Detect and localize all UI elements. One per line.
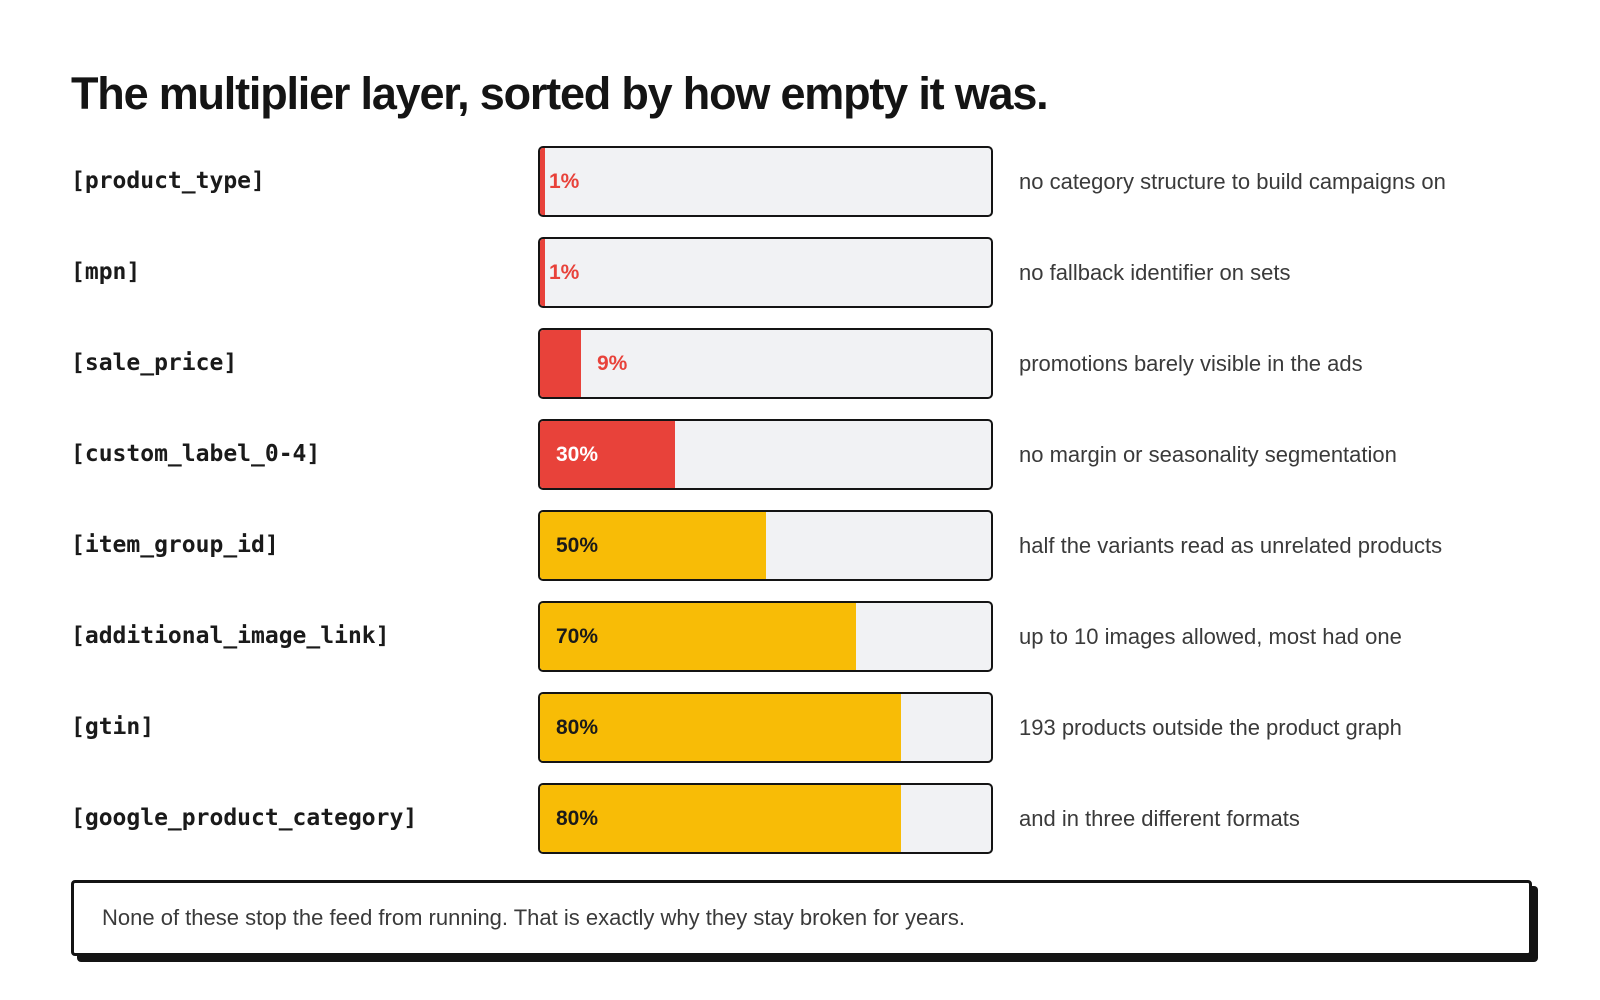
bar-annotation: and in three different formats — [1019, 806, 1300, 831]
bar-value-label: 30% — [556, 443, 599, 466]
bar-fill — [540, 694, 901, 761]
bar-value-label: 1% — [549, 261, 580, 284]
bar-track: 1% — [538, 146, 993, 217]
field-name-label: [custom_label_0-4] — [71, 441, 321, 467]
bar-value-label: 70% — [556, 625, 599, 648]
bar-fill — [540, 421, 675, 488]
bar-row: [product_type] 1% no category structure to… — [71, 146, 1551, 217]
bar-fill — [540, 239, 545, 306]
bar-row: [google_product_category] 80% and in three… — [71, 783, 1551, 854]
field-name-label: [additional_image_link] — [71, 623, 390, 649]
bar-track: 80% — [538, 692, 993, 763]
field-name-label: [product_type] — [71, 168, 265, 194]
bar-annotation: promotions barely visible in the ads — [1019, 351, 1363, 376]
bar-track: 50% — [538, 510, 993, 581]
bar-value-label: 80% — [556, 807, 599, 830]
bar-fill — [540, 785, 901, 852]
bar-value-label: 50% — [556, 534, 599, 557]
bar-track: 70% — [538, 601, 993, 672]
bar-row: [item_group_id] 50% half the variants read… — [71, 510, 1551, 581]
field-name-label: [gtin] — [71, 714, 155, 740]
bar-annotation: 193 products outside the product graph — [1019, 715, 1402, 740]
bar-row: [custom_label_0-4] 30% no margin or season… — [71, 419, 1551, 490]
field-name-label: [mpn] — [71, 259, 141, 285]
bar-fill — [540, 330, 581, 397]
bar-annotation: no margin or seasonality segmentation — [1019, 442, 1397, 467]
bar-value-label: 1% — [549, 170, 580, 193]
bar-annotation: half the variants read as unrelated prod… — [1019, 533, 1443, 558]
bar-rows: [product_type] 1% no category structure to… — [71, 146, 1551, 874]
chart-title: The multiplier layer, sorted by how empt… — [71, 68, 1049, 119]
chart-page: The multiplier layer, sorted by how empt… — [71, 0, 1551, 1000]
bar-row: [additional_image_link] 70% up to 10 image… — [71, 601, 1551, 672]
bar-value-label: 80% — [556, 716, 599, 739]
bar-fill — [540, 603, 856, 670]
bar-track: 80% — [538, 783, 993, 854]
bar-row: [gtin] 80% 193 products outside the produc… — [71, 692, 1551, 763]
field-name-label: [sale_price] — [71, 350, 238, 376]
field-name-label: [google_product_category] — [71, 805, 418, 831]
bar-value-label: 9% — [597, 352, 628, 375]
bar-annotation: no fallback identifier on sets — [1019, 260, 1291, 285]
bar-track: 9% — [538, 328, 993, 399]
callout-text: None of these stop the feed from running… — [102, 905, 965, 930]
bar-track: 30% — [538, 419, 993, 490]
callout-box: None of these stop the feed from running… — [71, 880, 1532, 956]
bar-track: 1% — [538, 237, 993, 308]
bar-row: [sale_price] 9% promotions barely visible … — [71, 328, 1551, 399]
field-name-label: [item_group_id] — [71, 532, 279, 558]
bar-fill — [540, 512, 766, 579]
bar-row: [mpn] 1% no fallback identifier on sets — [71, 237, 1551, 308]
bar-annotation: no category structure to build campaigns… — [1019, 169, 1446, 194]
bar-annotation: up to 10 images allowed, most had one — [1019, 624, 1402, 649]
bar-fill — [540, 148, 545, 215]
